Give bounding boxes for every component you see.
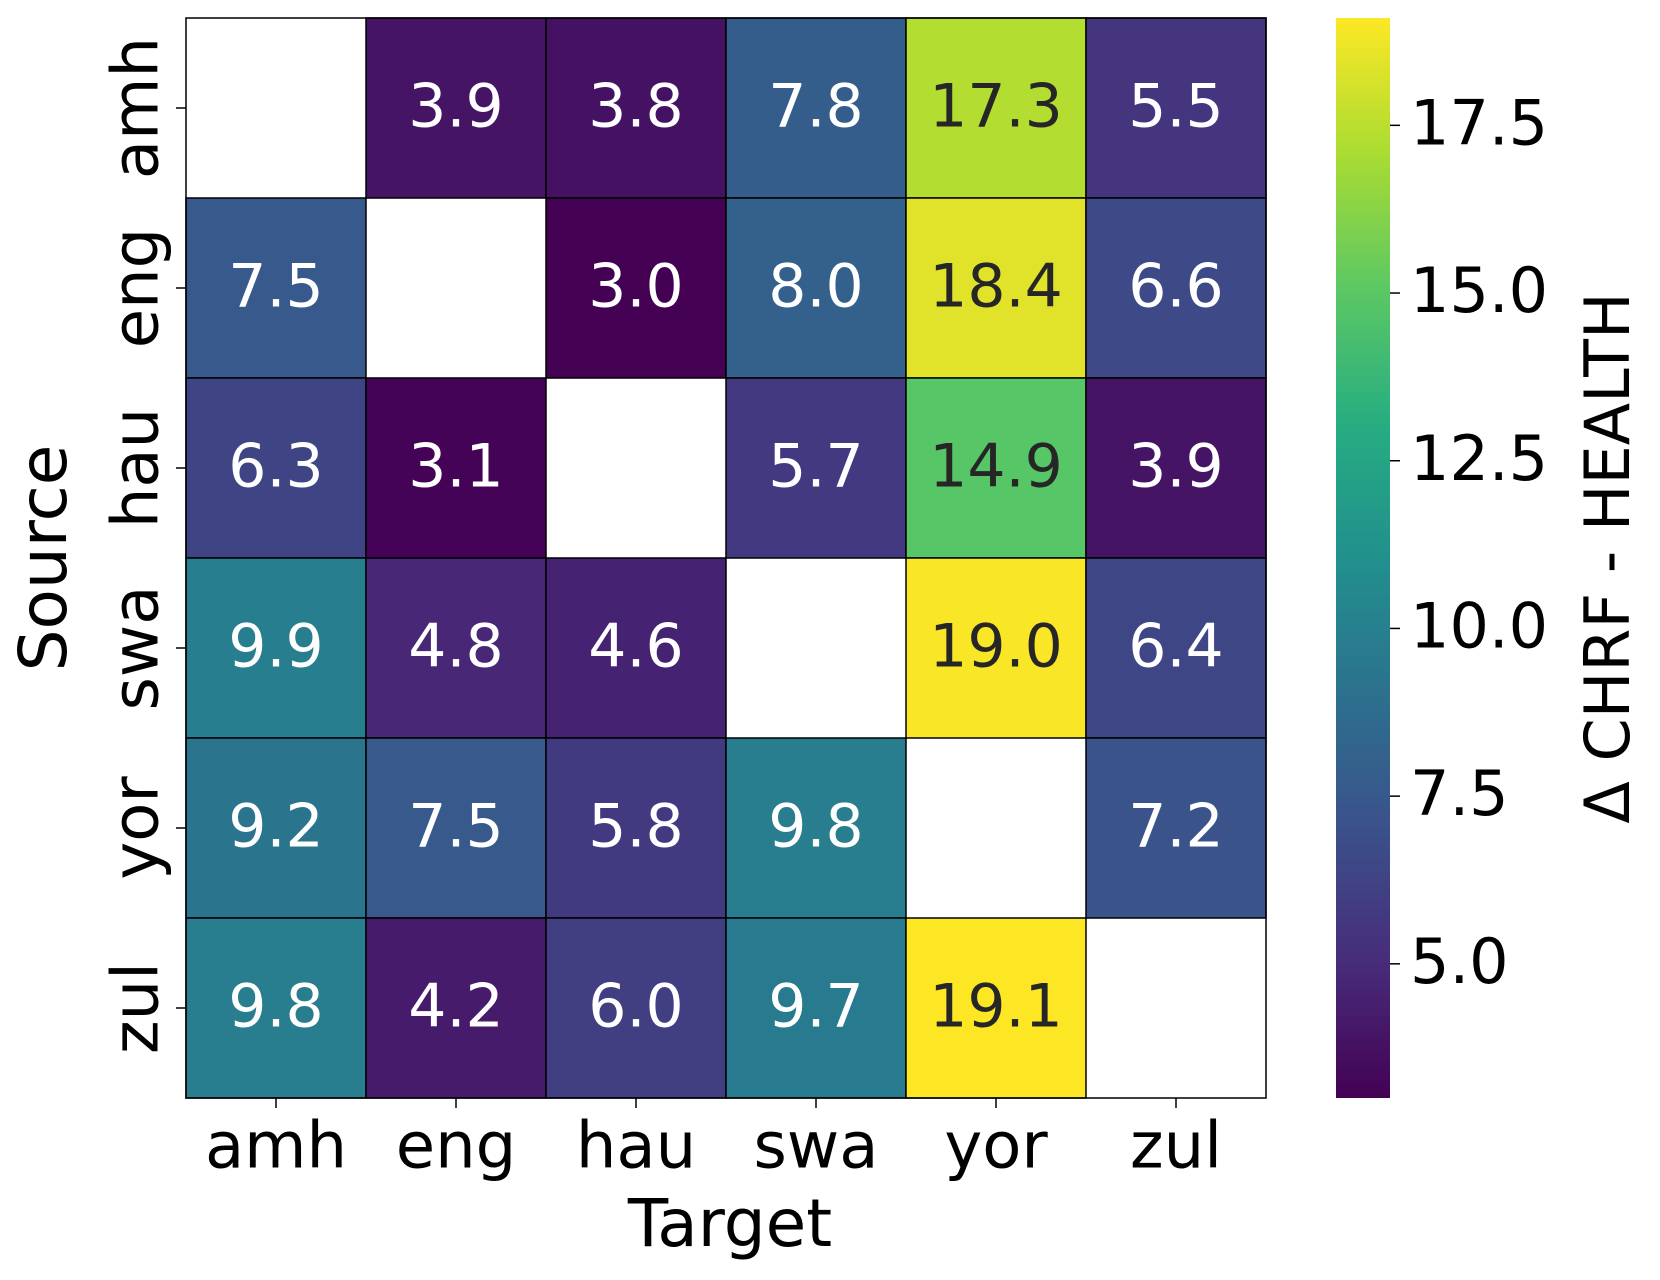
colorbar-tick-label: 7.5 <box>1410 757 1509 830</box>
heatmap-cell <box>365 377 547 559</box>
heatmap-cell <box>725 737 907 919</box>
cell-label: 7.8 <box>768 72 863 142</box>
colorbar <box>1336 18 1390 1098</box>
heatmap-cell <box>1085 17 1267 199</box>
cell-label: 3.9 <box>408 72 503 142</box>
heatmap-cell <box>905 917 1087 1099</box>
x-tick-label: eng <box>396 1110 517 1184</box>
cell-label: 17.3 <box>929 72 1063 142</box>
cell-label: 3.9 <box>1128 432 1223 502</box>
heatmap-cell <box>545 557 727 739</box>
heatmap-cell <box>1085 557 1267 739</box>
x-tick-label: hau <box>576 1110 696 1184</box>
heatmap-cell <box>725 197 907 379</box>
cell-label: 7.5 <box>408 792 503 862</box>
colorbar-tick-label: 12.5 <box>1410 422 1548 495</box>
cell-label: 14.9 <box>929 432 1063 502</box>
colorbar-label: Δ CHRF - HEALTH <box>1571 292 1644 823</box>
heatmap-cell <box>365 737 547 919</box>
y-tick-label: zul <box>100 962 174 1054</box>
cell-label: 19.0 <box>929 612 1063 682</box>
cell-label: 6.0 <box>588 972 683 1042</box>
heatmap-cell <box>365 557 547 739</box>
heatmap-cell <box>545 917 727 1099</box>
cell-label: 9.8 <box>228 972 323 1042</box>
cell-label: 5.5 <box>1128 72 1223 142</box>
heatmap-cell <box>905 17 1087 199</box>
heatmap-cell <box>725 917 907 1099</box>
cell-label: 7.2 <box>1128 792 1223 862</box>
cell-label: 4.6 <box>588 612 683 682</box>
colorbar-tick-label: 10.0 <box>1410 590 1548 663</box>
cell-label: 6.6 <box>1128 252 1223 322</box>
heatmap-cell <box>545 737 727 919</box>
cell-label: 3.1 <box>408 432 503 502</box>
cell-label: 5.7 <box>768 432 863 502</box>
cell-label: 5.8 <box>588 792 683 862</box>
cell-label: 9.8 <box>768 792 863 862</box>
colorbar-tick-label: 5.0 <box>1410 925 1509 998</box>
cell-label: 9.7 <box>768 972 863 1042</box>
cell-label: 6.4 <box>1128 612 1223 682</box>
heatmap-cell <box>725 377 907 559</box>
colorbar-tick-label: 17.5 <box>1410 86 1548 159</box>
heatmap-cell <box>1085 377 1267 559</box>
colorbar-tick-label: 15.0 <box>1410 254 1548 327</box>
cell-label: 7.5 <box>228 252 323 322</box>
heatmap-cell <box>905 557 1087 739</box>
y-tick-label: eng <box>100 228 174 349</box>
cell-label: 9.9 <box>228 612 323 682</box>
x-tick-label: swa <box>754 1110 879 1184</box>
heatmap-cell <box>185 737 367 919</box>
y-tick-label: amh <box>100 37 174 179</box>
cell-label: 3.8 <box>588 72 683 142</box>
plot-frame <box>185 17 1267 1099</box>
cell-label: 6.3 <box>228 432 323 502</box>
y-tick-label: yor <box>100 776 174 880</box>
heatmap-cell <box>365 917 547 1099</box>
cell-label: 9.2 <box>228 792 323 862</box>
heatmap-cell <box>1085 197 1267 379</box>
x-tick-label: amh <box>205 1110 347 1184</box>
heatmap-cell <box>365 17 547 199</box>
heatmap-cell <box>1085 737 1267 919</box>
heatmap-cell <box>545 17 727 199</box>
heatmap-cell <box>905 377 1087 559</box>
y-axis-label: Source <box>5 445 82 672</box>
cell-label: 8.0 <box>768 252 863 322</box>
cell-label: 19.1 <box>929 972 1063 1042</box>
cell-label: 18.4 <box>929 252 1063 322</box>
x-tick-label: yor <box>944 1110 1048 1184</box>
cell-label: 4.8 <box>408 612 503 682</box>
x-axis-label: Target <box>627 1185 832 1262</box>
x-tick-label: zul <box>1130 1110 1222 1184</box>
cell-label: 3.0 <box>588 252 683 322</box>
cell-label: 4.2 <box>408 972 503 1042</box>
heatmap-cell <box>545 197 727 379</box>
heatmap-cell <box>185 197 367 379</box>
y-tick-label: hau <box>100 408 174 528</box>
y-tick-label: swa <box>100 586 174 711</box>
